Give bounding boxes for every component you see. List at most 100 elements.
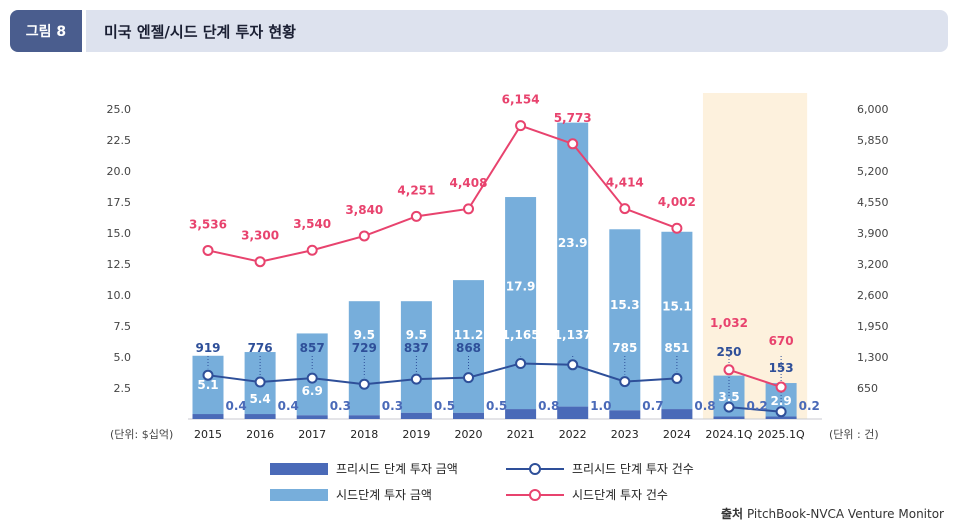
right-axis-tick-label: 6,000 bbox=[857, 103, 889, 116]
preseed-amount-label: 0.4 bbox=[226, 399, 247, 413]
preseed-amount-label: 0.3 bbox=[330, 399, 351, 413]
category-label: 2023 bbox=[611, 428, 639, 441]
figure-number-tag: 그림 8 bbox=[10, 10, 82, 52]
preseed-amount-label: 0.2 bbox=[799, 399, 820, 413]
left-axis-tick-label: 15.0 bbox=[107, 227, 132, 240]
right-axis-tick-label: 4,550 bbox=[857, 196, 889, 209]
seed-count-point bbox=[410, 210, 422, 222]
preseed-count-point bbox=[775, 406, 787, 418]
category-label: 2020 bbox=[455, 428, 483, 441]
seed-count-point bbox=[775, 381, 787, 393]
bar-preseed-amount bbox=[505, 409, 537, 419]
left-axis-tick-label: 17.5 bbox=[107, 196, 132, 209]
seed-count-label: 3,536 bbox=[189, 217, 227, 231]
legend-label-seed-amount: 시드단계 투자 금액 bbox=[336, 488, 432, 502]
category-label: 2019 bbox=[402, 428, 430, 441]
right-axis-tick-label: 5,850 bbox=[857, 134, 889, 147]
left-axis-tick-label: 25.0 bbox=[107, 103, 132, 116]
seed-count-line bbox=[207, 124, 678, 263]
preseed-count-label: 919 bbox=[195, 341, 220, 355]
seed-count-label: 4,251 bbox=[397, 183, 435, 197]
right-axis-tick-label: 2,600 bbox=[857, 289, 889, 302]
seed-count-point bbox=[671, 222, 683, 234]
seed-count-point bbox=[202, 244, 214, 256]
seed-count-label: 3,540 bbox=[293, 217, 331, 231]
seed-amount-label: 23.9 bbox=[558, 236, 588, 250]
preseed-count-label: 785 bbox=[612, 341, 637, 355]
preseed-amount-label: 0.7 bbox=[642, 399, 663, 413]
bar-preseed-amount bbox=[713, 416, 745, 419]
left-axis-tick-label: 5.0 bbox=[114, 351, 132, 364]
seed-amount-label: 11.2 bbox=[454, 328, 484, 342]
seed-amount-label: 17.9 bbox=[506, 279, 536, 293]
preseed-count-point bbox=[358, 378, 370, 390]
bar-seed-amount bbox=[557, 122, 589, 407]
seed-amount-label: 15.1 bbox=[662, 299, 692, 313]
preseed-amount-label: 1.0 bbox=[590, 399, 611, 413]
preseed-count-point bbox=[202, 369, 214, 381]
seed-count-label: 4,002 bbox=[658, 195, 696, 209]
right-axis-tick-label: 650 bbox=[857, 382, 878, 395]
quarter-highlight-band bbox=[702, 93, 808, 419]
bar-preseed-amount bbox=[661, 409, 693, 419]
legend-item-seed-amount: 시드단계 투자 금액 bbox=[270, 486, 432, 503]
bar-preseed-amount bbox=[400, 412, 432, 419]
left-axis-unit-label: (단위: $십억) bbox=[110, 428, 173, 441]
category-label: 2022 bbox=[559, 428, 587, 441]
preseed-count-point bbox=[619, 376, 631, 388]
preseed-count-point bbox=[463, 372, 474, 384]
legend-item-seed-count: 시드단계 투자 건수 bbox=[506, 486, 668, 503]
left-axis-tick-label: 12.5 bbox=[107, 258, 132, 271]
seed-count-label: 4,414 bbox=[606, 176, 644, 190]
category-label: 2015 bbox=[194, 428, 222, 441]
category-label: 2024.1Q bbox=[705, 428, 752, 441]
seed-amount-label: 5.1 bbox=[197, 378, 218, 392]
right-axis-tick-label: 5,200 bbox=[857, 165, 889, 178]
preseed-count-line-quarterly bbox=[728, 406, 782, 413]
seed-amount-label: 6.9 bbox=[302, 384, 323, 398]
legend-item-preseed-amount: 프리시드 단계 투자 금액 bbox=[270, 460, 458, 477]
seed-count-label: 6,154 bbox=[502, 93, 540, 107]
right-axis-unit-label: (단위 : 건) bbox=[829, 428, 879, 441]
seed-count-point bbox=[463, 203, 474, 215]
preseed-count-point bbox=[254, 376, 266, 388]
legend-line-seed-count bbox=[506, 488, 564, 501]
bar-preseed-amount bbox=[609, 410, 641, 419]
figure-title: 미국 엔젤/시드 단계 투자 현황 bbox=[86, 10, 948, 52]
preseed-count-point bbox=[567, 359, 579, 371]
preseed-count-label: 868 bbox=[456, 341, 481, 355]
seed-count-label: 3,300 bbox=[241, 229, 279, 243]
seed-count-line-quarterly bbox=[728, 368, 782, 389]
source-text: PitchBook-NVCA Venture Monitor bbox=[746, 507, 944, 521]
left-axis-tick-label: 2.5 bbox=[114, 382, 132, 395]
preseed-count-point bbox=[723, 401, 735, 413]
right-axis-tick-label: 1,300 bbox=[857, 351, 889, 364]
seed-amount-label: 9.5 bbox=[406, 328, 427, 342]
category-label: 2018 bbox=[350, 428, 378, 441]
legend-label-preseed-amount: 프리시드 단계 투자 금액 bbox=[336, 462, 458, 476]
seed-count-label: 1,032 bbox=[710, 316, 748, 330]
preseed-count-point bbox=[671, 372, 683, 384]
bar-preseed-amount bbox=[765, 416, 797, 419]
right-axis-tick-label: 1,950 bbox=[857, 320, 889, 333]
seed-count-point bbox=[358, 230, 370, 242]
seed-amount-label: 9.5 bbox=[354, 328, 375, 342]
seed-amount-label: 3.5 bbox=[718, 390, 739, 404]
bar-preseed-amount bbox=[453, 412, 484, 419]
bar-preseed-amount bbox=[296, 415, 328, 419]
preseed-amount-label: 0.5 bbox=[486, 399, 507, 413]
left-axis-tick-label: 20.0 bbox=[107, 165, 132, 178]
left-axis-tick-label: 22.5 bbox=[107, 134, 132, 147]
seed-count-point bbox=[515, 120, 527, 132]
seed-amount-label: 2.9 bbox=[770, 394, 791, 408]
figure-header: 그림 8 미국 엔젤/시드 단계 투자 현황 bbox=[10, 10, 948, 52]
preseed-amount-label: 0.3 bbox=[382, 399, 403, 413]
right-axis-tick-label: 3,900 bbox=[857, 227, 889, 240]
preseed-amount-label: 0.4 bbox=[278, 399, 299, 413]
preseed-count-label: 837 bbox=[404, 341, 429, 355]
bar-seed-amount bbox=[505, 197, 537, 410]
preseed-count-label: 250 bbox=[716, 345, 741, 359]
preseed-count-label: 729 bbox=[352, 341, 377, 355]
preseed-count-point bbox=[306, 372, 318, 384]
